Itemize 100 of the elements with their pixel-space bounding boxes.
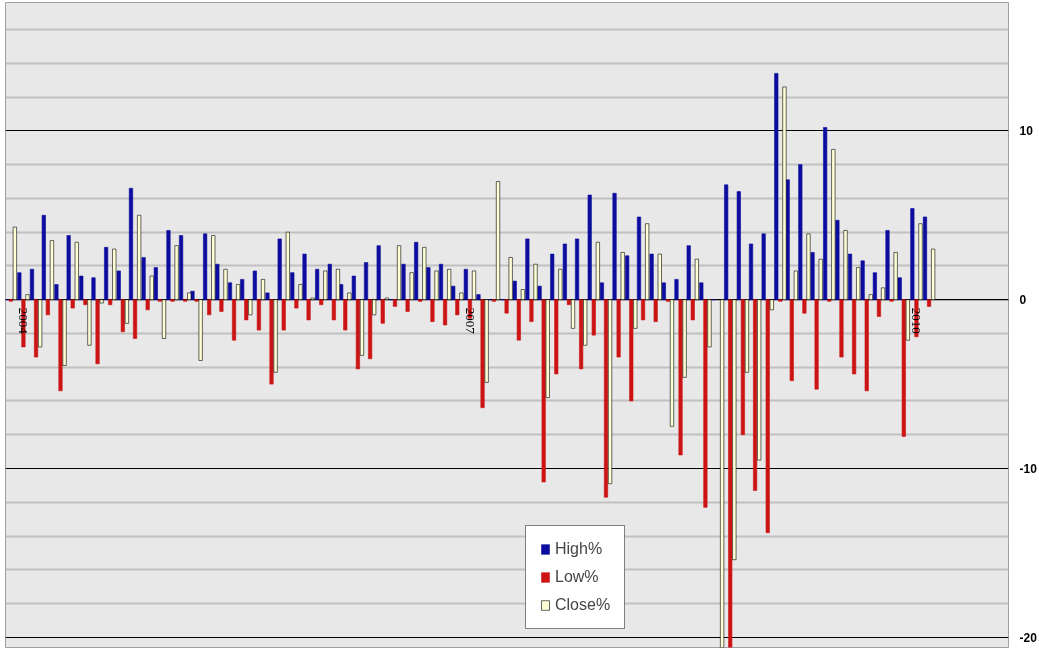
bar bbox=[62, 299, 67, 366]
bar bbox=[41, 214, 46, 300]
bar bbox=[153, 267, 158, 300]
bar bbox=[690, 299, 695, 321]
bar bbox=[298, 284, 303, 300]
bar bbox=[392, 299, 397, 307]
bar bbox=[587, 194, 592, 300]
bar bbox=[49, 240, 54, 300]
bar bbox=[901, 299, 906, 437]
bar bbox=[744, 299, 749, 373]
bar bbox=[240, 279, 245, 300]
bar bbox=[897, 277, 902, 300]
bar bbox=[70, 299, 75, 309]
bar bbox=[409, 272, 414, 300]
bar bbox=[343, 299, 348, 331]
bar bbox=[575, 238, 580, 300]
bar bbox=[207, 299, 212, 316]
bar bbox=[793, 270, 798, 300]
bar bbox=[120, 299, 125, 333]
bar bbox=[649, 253, 654, 300]
bar bbox=[66, 235, 71, 300]
bar bbox=[579, 299, 584, 370]
bar bbox=[893, 252, 898, 300]
bar bbox=[612, 193, 617, 300]
bar bbox=[562, 243, 567, 300]
bar bbox=[166, 230, 171, 300]
bar bbox=[91, 277, 96, 300]
bar bbox=[814, 299, 819, 390]
bar bbox=[876, 299, 881, 317]
legend-label: Low% bbox=[555, 568, 599, 586]
bar bbox=[451, 285, 456, 300]
bar bbox=[872, 272, 877, 300]
bar bbox=[512, 280, 517, 300]
bar bbox=[678, 299, 683, 456]
bar bbox=[633, 299, 638, 329]
bar bbox=[682, 299, 687, 378]
bar bbox=[740, 299, 745, 436]
bar bbox=[570, 299, 576, 329]
bar bbox=[223, 268, 228, 300]
y-tick-label: 10 bbox=[1019, 124, 1034, 139]
bar bbox=[703, 299, 708, 508]
bar bbox=[595, 241, 600, 300]
bar bbox=[351, 275, 356, 300]
bar bbox=[789, 299, 794, 382]
bar bbox=[835, 220, 840, 300]
bar bbox=[798, 164, 803, 300]
bar bbox=[694, 258, 699, 300]
bar bbox=[504, 299, 509, 314]
bar bbox=[476, 294, 481, 300]
bar bbox=[265, 292, 270, 300]
bar bbox=[537, 285, 542, 300]
bar bbox=[355, 299, 360, 370]
bar bbox=[736, 191, 741, 300]
bar bbox=[99, 299, 104, 304]
bar bbox=[29, 268, 35, 300]
bar bbox=[414, 241, 419, 300]
bar bbox=[74, 241, 79, 300]
bar bbox=[95, 299, 100, 365]
bar bbox=[774, 73, 779, 300]
bar bbox=[608, 299, 613, 485]
bar bbox=[699, 282, 704, 300]
bar bbox=[331, 299, 336, 321]
x-tick-label: 2007 bbox=[462, 307, 478, 335]
bar bbox=[327, 263, 332, 300]
bar bbox=[281, 299, 286, 331]
bar bbox=[124, 299, 129, 324]
bar bbox=[910, 208, 915, 300]
bar bbox=[12, 226, 17, 300]
y-tick-label: -10 bbox=[1019, 462, 1038, 477]
bar bbox=[471, 270, 477, 300]
bar bbox=[802, 299, 807, 314]
bar bbox=[174, 245, 179, 300]
bar bbox=[17, 272, 22, 300]
bar bbox=[108, 299, 113, 306]
bar bbox=[905, 299, 910, 341]
bar bbox=[290, 272, 295, 300]
bar bbox=[323, 270, 328, 300]
bar bbox=[480, 299, 485, 409]
bar bbox=[203, 233, 208, 300]
bar bbox=[620, 252, 625, 300]
bar bbox=[508, 257, 513, 300]
bar bbox=[852, 299, 857, 375]
bar bbox=[860, 260, 865, 300]
bar bbox=[285, 231, 290, 300]
bar bbox=[359, 299, 364, 356]
y-tick-label: 0 bbox=[1019, 293, 1027, 308]
bar bbox=[724, 184, 729, 300]
bar bbox=[674, 279, 679, 300]
bar bbox=[629, 299, 634, 402]
bar bbox=[145, 299, 150, 311]
bar bbox=[484, 299, 489, 383]
bar bbox=[380, 299, 385, 324]
bar bbox=[368, 299, 373, 360]
bar bbox=[319, 299, 324, 306]
bar bbox=[529, 299, 534, 322]
bar bbox=[868, 294, 873, 300]
bar bbox=[757, 299, 762, 461]
bar bbox=[128, 187, 134, 300]
bar bbox=[625, 255, 630, 300]
bar bbox=[198, 299, 203, 361]
